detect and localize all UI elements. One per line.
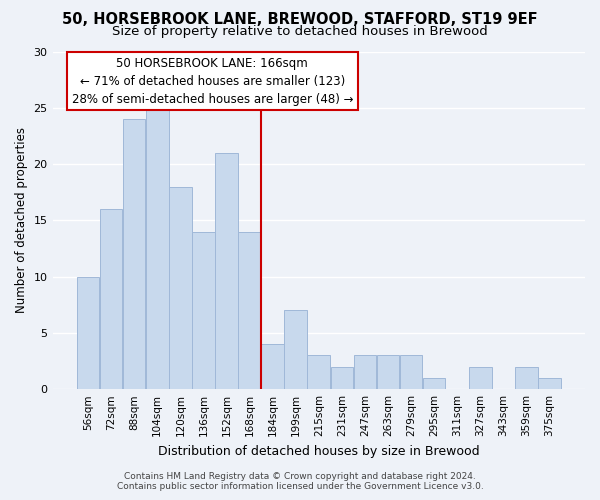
Bar xyxy=(100,209,122,389)
Bar xyxy=(515,366,538,389)
Bar xyxy=(377,356,399,389)
X-axis label: Distribution of detached houses by size in Brewood: Distribution of detached houses by size … xyxy=(158,444,479,458)
Bar xyxy=(192,232,215,389)
Bar xyxy=(238,232,261,389)
Bar xyxy=(331,366,353,389)
Text: Size of property relative to detached houses in Brewood: Size of property relative to detached ho… xyxy=(112,25,488,38)
Bar xyxy=(146,108,169,389)
Bar xyxy=(284,310,307,389)
Bar xyxy=(307,356,330,389)
Bar xyxy=(262,344,284,389)
Bar xyxy=(423,378,445,389)
Text: 50, HORSEBROOK LANE, BREWOOD, STAFFORD, ST19 9EF: 50, HORSEBROOK LANE, BREWOOD, STAFFORD, … xyxy=(62,12,538,28)
Bar xyxy=(215,153,238,389)
Bar xyxy=(469,366,491,389)
Bar xyxy=(123,119,145,389)
Text: Contains HM Land Registry data © Crown copyright and database right 2024.
Contai: Contains HM Land Registry data © Crown c… xyxy=(116,472,484,491)
Bar xyxy=(400,356,422,389)
Bar xyxy=(169,186,191,389)
Bar xyxy=(353,356,376,389)
Text: 50 HORSEBROOK LANE: 166sqm
← 71% of detached houses are smaller (123)
28% of sem: 50 HORSEBROOK LANE: 166sqm ← 71% of deta… xyxy=(71,56,353,106)
Y-axis label: Number of detached properties: Number of detached properties xyxy=(15,128,28,314)
Bar xyxy=(77,276,100,389)
Bar xyxy=(538,378,561,389)
